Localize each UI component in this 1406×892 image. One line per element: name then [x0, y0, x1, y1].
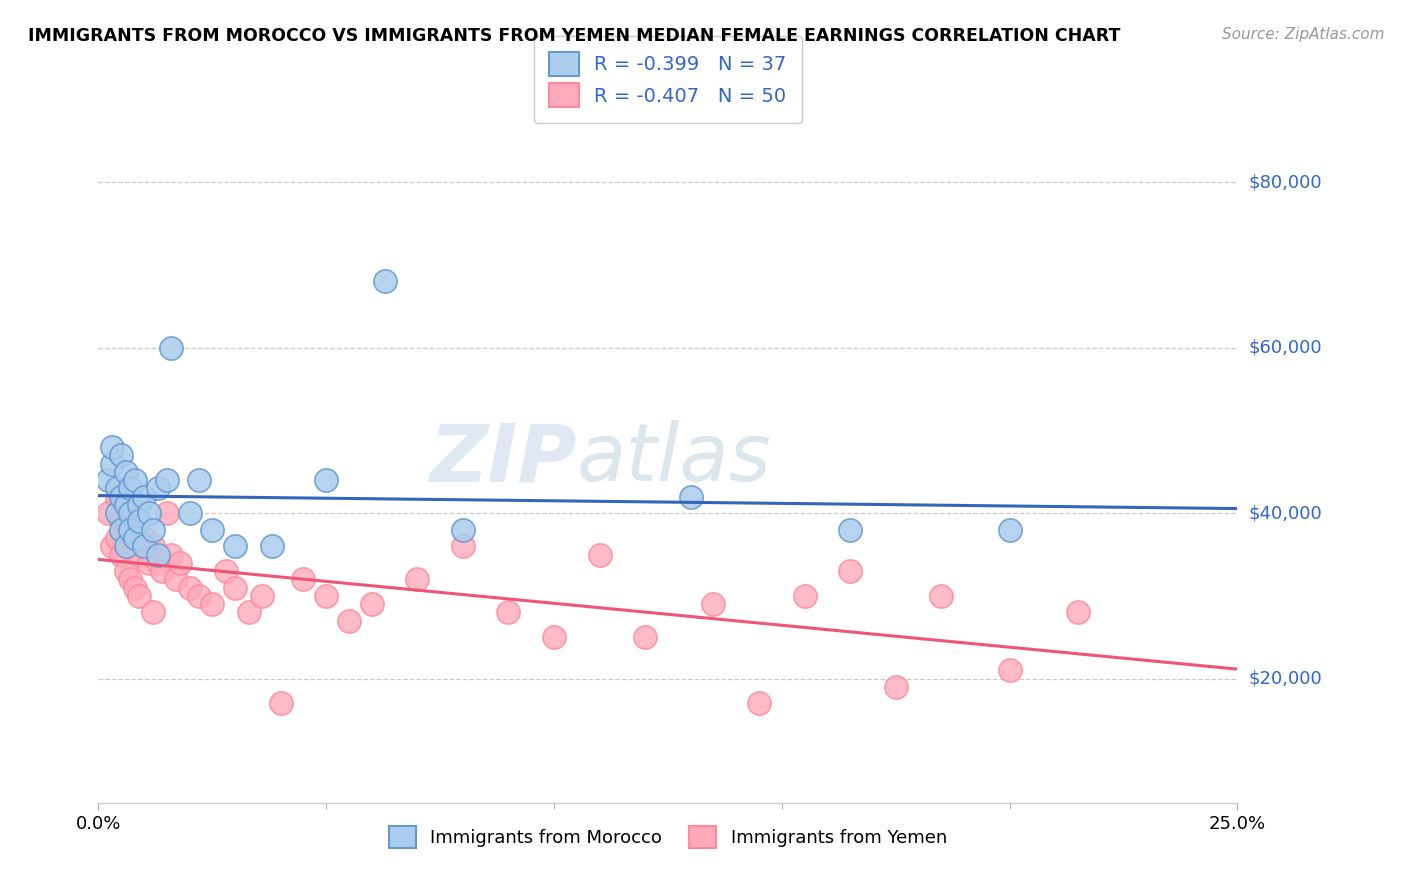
Point [101, 457, 124, 471]
Point [793, 589, 815, 603]
Text: $40,000: $40,000 [1249, 504, 1322, 522]
Point [292, 573, 315, 587]
Point [406, 573, 429, 587]
Point [451, 539, 474, 553]
Point [270, 697, 292, 711]
Point [114, 564, 136, 578]
Point [96, 473, 118, 487]
Point [132, 539, 155, 553]
Point [110, 490, 132, 504]
Point [146, 481, 169, 495]
Point [160, 341, 183, 355]
Point [124, 531, 146, 545]
Point [187, 589, 209, 603]
Text: ZIP: ZIP [429, 420, 576, 499]
Point [360, 597, 382, 611]
Point [998, 664, 1021, 678]
Point [201, 523, 224, 537]
Point [105, 506, 128, 520]
Point [114, 523, 136, 537]
Point [998, 523, 1021, 537]
Point [146, 548, 169, 562]
Point [179, 581, 201, 595]
Point [138, 506, 160, 520]
Point [124, 473, 146, 487]
Point [839, 523, 862, 537]
Legend: Immigrants from Morocco, Immigrants from Yemen: Immigrants from Morocco, Immigrants from… [381, 819, 955, 855]
Point [105, 490, 128, 504]
Point [156, 473, 179, 487]
Point [110, 548, 132, 562]
Point [252, 589, 274, 603]
Point [929, 589, 952, 603]
Point [146, 556, 169, 570]
Point [179, 506, 201, 520]
Point [114, 498, 136, 512]
Point [128, 589, 150, 603]
Point [1067, 606, 1090, 620]
Point [634, 630, 657, 644]
Point [224, 581, 246, 595]
Point [142, 523, 165, 537]
Point [128, 515, 150, 529]
Point [120, 481, 142, 495]
Point [315, 473, 337, 487]
Point [588, 548, 610, 562]
Text: $80,000: $80,000 [1249, 173, 1322, 191]
Point [114, 539, 136, 553]
Point [138, 556, 160, 570]
Point [884, 680, 907, 694]
Point [160, 548, 183, 562]
Point [96, 506, 118, 520]
Text: Source: ZipAtlas.com: Source: ZipAtlas.com [1222, 27, 1385, 42]
Point [101, 539, 124, 553]
Point [543, 630, 565, 644]
Point [105, 481, 128, 495]
Point [156, 506, 179, 520]
Point [498, 606, 520, 620]
Point [132, 490, 155, 504]
Point [260, 539, 283, 553]
Point [120, 573, 142, 587]
Text: $20,000: $20,000 [1249, 670, 1322, 688]
Point [120, 523, 142, 537]
Point [105, 531, 128, 545]
Point [337, 614, 360, 628]
Point [110, 515, 132, 529]
Point [110, 448, 132, 462]
Point [101, 440, 124, 454]
Point [187, 473, 209, 487]
Point [315, 589, 337, 603]
Point [451, 523, 474, 537]
Point [238, 606, 260, 620]
Point [120, 506, 142, 520]
Point [165, 573, 187, 587]
Point [679, 490, 702, 504]
Point [201, 597, 224, 611]
Point [224, 539, 246, 553]
Point [124, 539, 146, 553]
Point [748, 697, 770, 711]
Point [142, 539, 165, 553]
Point [128, 548, 150, 562]
Text: atlas: atlas [576, 420, 772, 499]
Point [839, 564, 862, 578]
Point [169, 556, 191, 570]
Point [132, 531, 155, 545]
Point [110, 523, 132, 537]
Point [128, 498, 150, 512]
Point [124, 581, 146, 595]
Point [142, 606, 165, 620]
Point [120, 506, 142, 520]
Point [702, 597, 724, 611]
Point [150, 564, 173, 578]
Text: $60,000: $60,000 [1249, 339, 1322, 357]
Point [374, 275, 396, 289]
Point [215, 564, 238, 578]
Text: IMMIGRANTS FROM MOROCCO VS IMMIGRANTS FROM YEMEN MEDIAN FEMALE EARNINGS CORRELAT: IMMIGRANTS FROM MOROCCO VS IMMIGRANTS FR… [28, 27, 1121, 45]
Point [114, 465, 136, 479]
